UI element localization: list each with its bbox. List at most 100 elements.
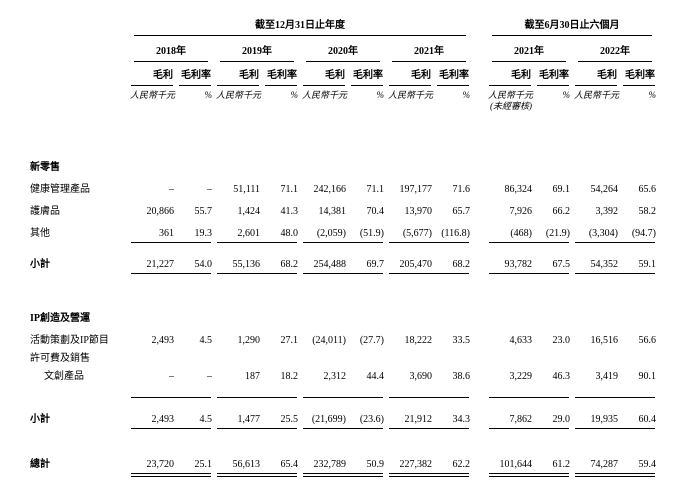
year-header: 2020年 [306,46,380,62]
cell: 242,166 [313,184,347,195]
empty-cell [128,152,658,174]
cell: (21.9) [545,228,570,239]
period-group-interim: 截至6月30日止六個月 [492,20,652,36]
cell: 71.6 [452,184,471,195]
subtotal-row: 小計 2,493 4.5 1,477 25.5 (21,699) (23.6) … [28,401,658,426]
total-label: 總計 [30,459,50,470]
cell: 55,136 [232,259,261,270]
cell: 4.5 [199,335,213,346]
period-group-row: 截至12月31日止年度 截至6月30日止六個月 [28,14,658,36]
section-label: 新零售 [30,162,60,173]
cell: 93,782 [504,259,533,270]
rule-line [131,428,211,429]
cell: 54,352 [590,259,619,270]
rule-row [28,426,658,432]
cell: 69.1 [552,184,571,195]
unit-currency-unaudited: 人民幣千元 (未經審核) [488,90,534,111]
cell: (21,699) [311,414,346,425]
col-header-gp: 毛利 [389,70,431,86]
col-header-gpm: 毛利率 [437,70,469,86]
col-header-gpm: 毛利率 [623,70,655,86]
rule-line [217,397,297,398]
cell: 66.2 [552,206,571,217]
cell: 18,222 [404,335,433,346]
cell: 65.7 [452,206,471,217]
rule-line [489,273,569,274]
unit-percent: % [562,90,571,100]
cell: (23.6) [359,414,384,425]
column-spacer [472,174,486,196]
rule-line [131,397,211,398]
cell: 21,227 [146,259,175,270]
column-spacer [472,246,486,271]
row-label: 健康管理產品 [30,184,90,195]
cell: 18.2 [280,371,299,382]
rule-line [217,273,297,274]
cell: (51.9) [359,228,384,239]
col-header-gp: 毛利 [489,70,531,86]
unit-percent: % [648,90,657,100]
cell: 197,177 [399,184,433,195]
unit-percent: % [462,90,471,100]
cell: – [169,371,174,382]
total-row: 總計 23,720 25.1 56,613 65.4 232,789 50.9 … [28,446,658,471]
spacer-row [28,277,658,303]
cell: 1,477 [237,414,261,425]
cell: 48.0 [280,228,299,239]
empty-cell [28,62,128,86]
cell: – [207,184,212,195]
cell: (94.7) [631,228,656,239]
unit-currency: 人民幣千元 [302,90,348,100]
cell: 74,287 [590,459,619,470]
cell: 101,644 [499,459,533,470]
column-spacer [472,401,486,426]
column-spacer [472,325,486,347]
cell: 60.4 [638,414,657,425]
year-header: 2022年 [578,46,652,62]
cell: 54,264 [590,184,619,195]
empty-cell [28,36,128,62]
period-group-interim-cell: 截至6月30日止六個月 [486,14,658,36]
cell: 2,493 [151,414,175,425]
cell: 227,382 [399,459,433,470]
rule-line [303,397,383,398]
rule-line [575,428,655,429]
rule-row [28,271,658,277]
cell: 19,935 [590,414,619,425]
cell: 4,633 [509,335,533,346]
cell: 1,290 [237,335,261,346]
cell: 254,488 [313,259,347,270]
cell: – [207,371,212,382]
col-header-gp: 毛利 [131,70,173,86]
cell: 59.1 [638,259,657,270]
cell: 25.5 [280,414,299,425]
cell: 21,912 [404,414,433,425]
cell: 65.6 [638,184,657,195]
cell: (3,304) [588,228,618,239]
unit-percent: % [290,90,299,100]
cell: 2,493 [151,335,175,346]
cell: 7,926 [509,206,533,217]
column-header-row: 毛利 毛利率 毛利 毛利率 毛利 毛利率 毛利 毛利率 毛利 毛利率 毛利 毛利… [28,62,658,86]
units-row: 人民幣千元 % 人民幣千元 % 人民幣千元 % 人民幣千元 % 人民幣千元 (未經… [28,86,658,126]
col-header-gp: 毛利 [303,70,345,86]
section-label: IP創造及營運 [30,313,90,324]
column-spacer [472,446,486,471]
subtotal-label: 小計 [30,259,50,270]
col-header-gpm: 毛利率 [537,70,569,86]
rule-line [489,397,569,398]
cell: 54.0 [194,259,213,270]
rule-line [303,242,383,243]
rule-row [28,395,658,401]
cell: 58.2 [638,206,657,217]
cell: (468) [510,228,532,239]
gross-profit-table: 截至12月31日止年度 截至6月30日止六個月 2018年 2019年 2020… [28,14,658,477]
cell: 361 [159,228,174,239]
cell: 3,392 [595,206,619,217]
col-header-gp: 毛利 [575,70,617,86]
rule-row [28,240,658,246]
cell: 67.5 [552,259,571,270]
year-header-row: 2018年 2019年 2020年 2021年 2021年 2022年 [28,36,658,62]
empty-cell [28,86,128,126]
